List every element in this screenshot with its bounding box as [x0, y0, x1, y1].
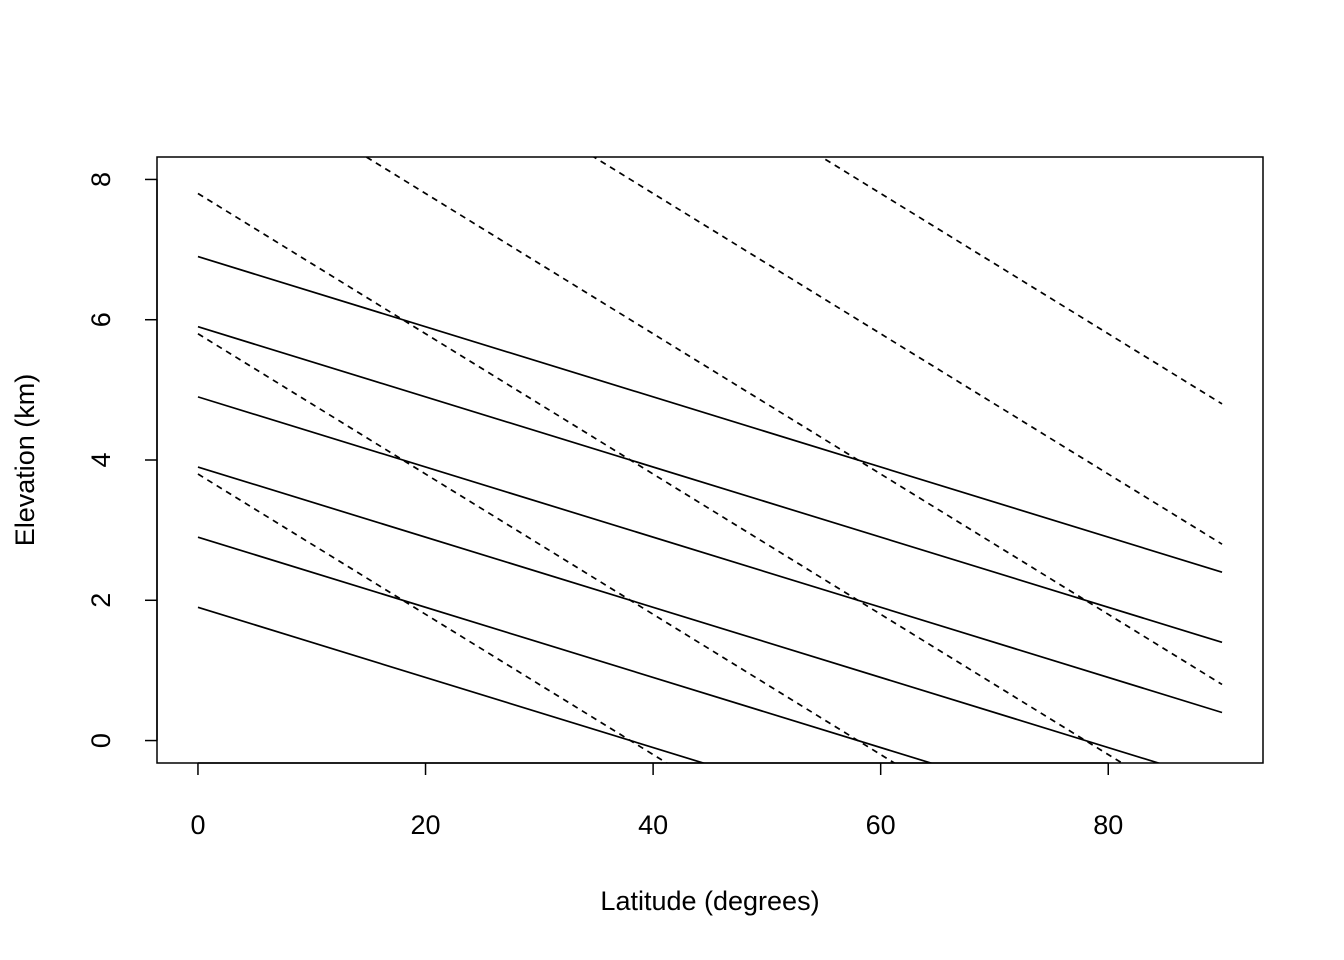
y-tick-label: 4: [86, 452, 116, 467]
dashed-line: [592, 157, 1223, 545]
x-tick-label: 40: [638, 810, 668, 840]
y-tick-label: 8: [86, 172, 116, 187]
y-tick-label: 0: [86, 733, 116, 748]
x-tick-label: 20: [411, 810, 441, 840]
x-tick-label: 80: [1093, 810, 1123, 840]
solid-line: [197, 255, 1223, 574]
y-tick-label: 2: [86, 593, 116, 608]
solid-line: [197, 606, 707, 763]
solid-line: [197, 396, 1223, 714]
x-axis-title: Latitude (degrees): [600, 886, 819, 916]
solid-line: [197, 466, 1162, 763]
y-tick-label: 6: [86, 312, 116, 327]
dashed-line: [197, 333, 896, 763]
plot-area: [197, 157, 1223, 763]
plot-box: [156, 156, 1264, 764]
dashed-line: [819, 157, 1223, 405]
dashed-line: [197, 473, 669, 763]
solid-line: [197, 325, 1223, 644]
dashed-line: [197, 192, 1124, 763]
y-axis-title: Elevation (km): [10, 374, 40, 547]
x-tick-label: 60: [866, 810, 896, 840]
dashed-line: [364, 157, 1223, 686]
x-tick-label: 0: [190, 810, 205, 840]
solid-line: [197, 536, 934, 763]
